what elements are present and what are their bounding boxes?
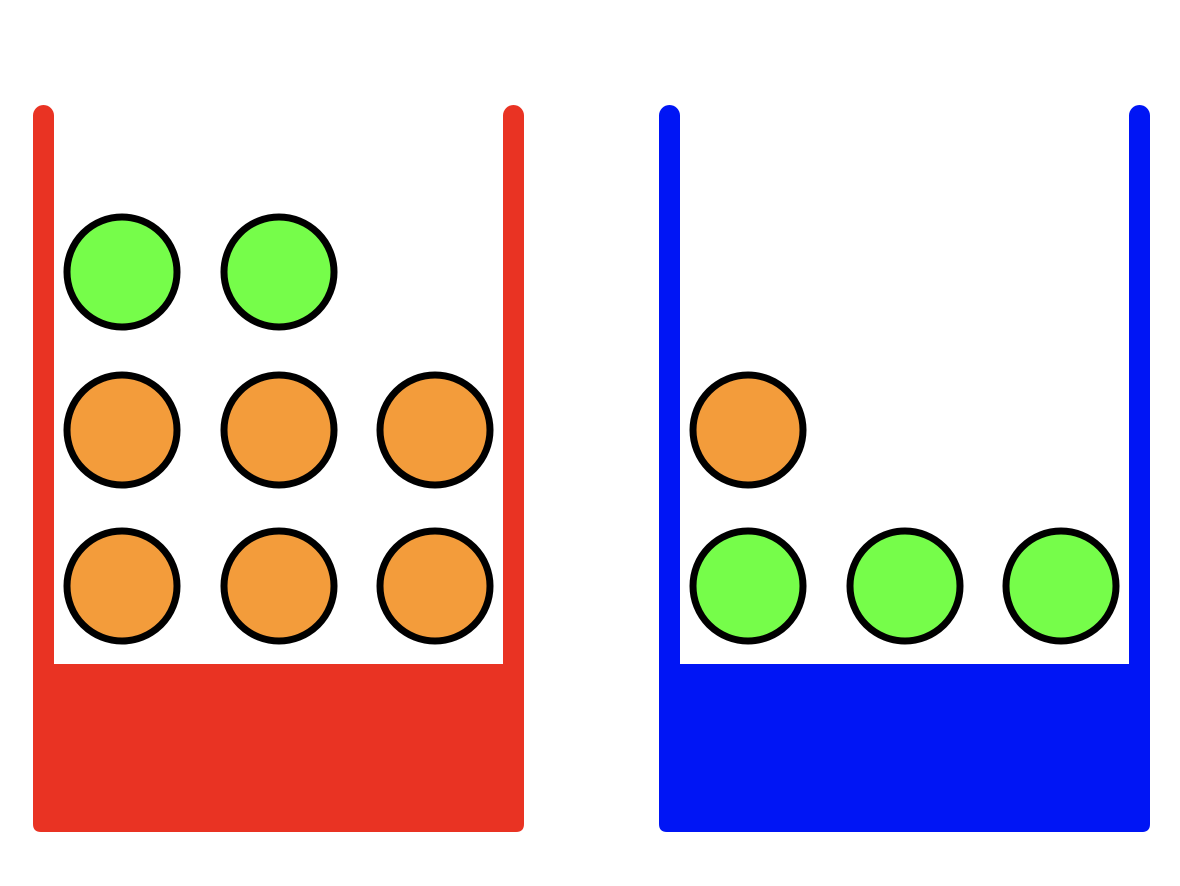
orange-ball xyxy=(376,371,494,489)
orange-ball xyxy=(220,371,338,489)
orange-ball xyxy=(63,527,181,645)
green-ball xyxy=(220,213,338,331)
green-ball xyxy=(846,527,964,645)
green-ball xyxy=(63,213,181,331)
container-blue-body xyxy=(659,105,1150,832)
container-blue xyxy=(659,105,1150,832)
green-ball xyxy=(1002,527,1120,645)
orange-ball xyxy=(63,371,181,489)
orange-ball xyxy=(220,527,338,645)
container-red-body xyxy=(33,105,524,832)
container-red xyxy=(33,105,524,832)
green-ball xyxy=(689,527,807,645)
orange-ball xyxy=(689,371,807,489)
orange-ball xyxy=(376,527,494,645)
